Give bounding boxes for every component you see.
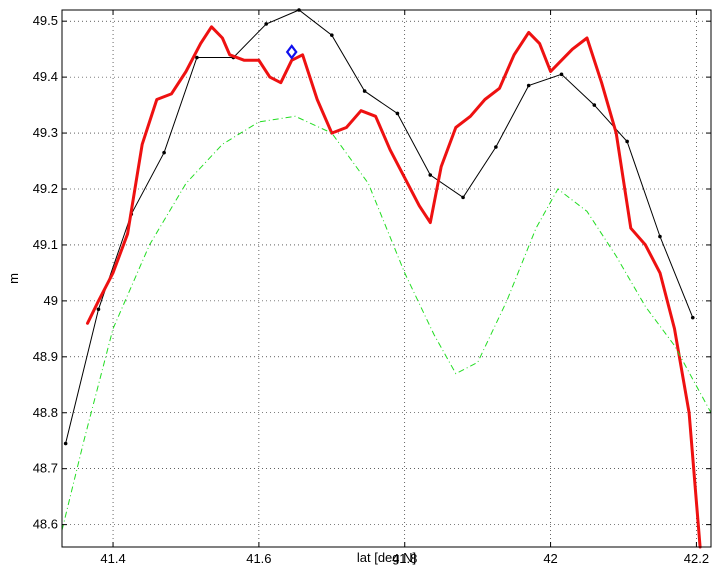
x-axis-label: lat [deg N] <box>357 550 416 565</box>
y-tick-label: 49 <box>44 293 58 308</box>
y-tick-label: 49.4 <box>33 69 58 84</box>
y-axis-ticks: 48.6 48.7 48.8 48.9 49 49.1 49.2 49.3 49.4 49.5 <box>33 13 711 532</box>
black-series-point <box>690 315 695 320</box>
black-series-line <box>65 9 694 444</box>
black-series-point <box>162 150 166 155</box>
black-series-point <box>395 111 400 116</box>
black-series-point <box>63 441 68 446</box>
black-series-point <box>195 55 199 60</box>
green-dashdot-series-line <box>61 115 712 531</box>
black-series-point <box>526 83 531 88</box>
y-tick-label: 49.3 <box>33 125 58 140</box>
red-thick-series-line <box>86 25 702 549</box>
series-group <box>61 8 712 549</box>
black-series-point <box>559 72 564 77</box>
y-axis-label: m <box>6 273 21 284</box>
y-tick-label: 48.9 <box>33 349 58 364</box>
x-axis-ticks: 41.4 41.6 41.8 42 42.2 <box>100 10 709 565</box>
x-tick-label: 41.4 <box>100 551 125 565</box>
y-tick-label: 49.5 <box>33 13 58 28</box>
black-series-point <box>494 145 498 149</box>
black-series-point <box>625 139 629 144</box>
y-tick-label: 48.7 <box>33 461 58 476</box>
x-tick-label: 42 <box>543 551 557 565</box>
y-tick-label: 49.2 <box>33 181 58 196</box>
x-tick-label: 42.2 <box>684 551 709 565</box>
diamond-marker <box>285 44 298 60</box>
black-series-point <box>461 195 465 200</box>
black-series-point <box>362 89 367 93</box>
y-tick-label: 48.8 <box>33 405 58 420</box>
y-tick-label: 49.1 <box>33 237 58 252</box>
black-series-point <box>96 307 101 312</box>
black-series-point <box>264 22 268 26</box>
y-tick-label: 48.6 <box>33 517 58 532</box>
black-series-point <box>658 234 662 239</box>
x-tick-label: 41.6 <box>246 551 271 565</box>
black-series-point <box>592 103 597 107</box>
black-series-point <box>428 173 433 177</box>
grid-lines <box>62 10 711 547</box>
plot-frame <box>61 9 712 548</box>
black-series-point <box>330 33 334 37</box>
x-tick-label: 41.8 <box>392 551 417 565</box>
